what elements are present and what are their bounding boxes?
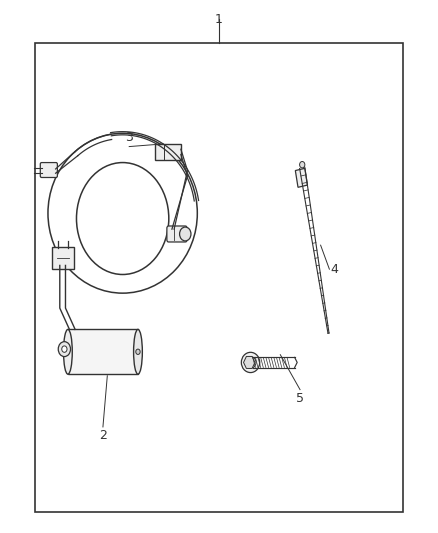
Text: 4: 4 bbox=[331, 263, 339, 276]
Bar bbox=[295, 168, 307, 187]
Ellipse shape bbox=[64, 329, 72, 374]
FancyBboxPatch shape bbox=[52, 247, 74, 269]
Ellipse shape bbox=[134, 329, 142, 374]
Bar bbox=[68, 329, 138, 374]
Text: 3: 3 bbox=[125, 131, 133, 144]
Ellipse shape bbox=[245, 357, 256, 368]
Text: 2: 2 bbox=[99, 429, 107, 442]
Circle shape bbox=[136, 349, 140, 354]
Bar bbox=[35, 43, 403, 512]
FancyBboxPatch shape bbox=[40, 163, 57, 177]
Circle shape bbox=[180, 227, 191, 241]
Ellipse shape bbox=[58, 342, 71, 357]
Circle shape bbox=[300, 161, 305, 168]
Text: 1: 1 bbox=[215, 13, 223, 26]
FancyBboxPatch shape bbox=[167, 226, 187, 242]
Text: 5: 5 bbox=[296, 392, 304, 405]
FancyBboxPatch shape bbox=[155, 144, 181, 160]
Polygon shape bbox=[244, 357, 255, 368]
Ellipse shape bbox=[241, 352, 260, 373]
Ellipse shape bbox=[62, 346, 67, 352]
